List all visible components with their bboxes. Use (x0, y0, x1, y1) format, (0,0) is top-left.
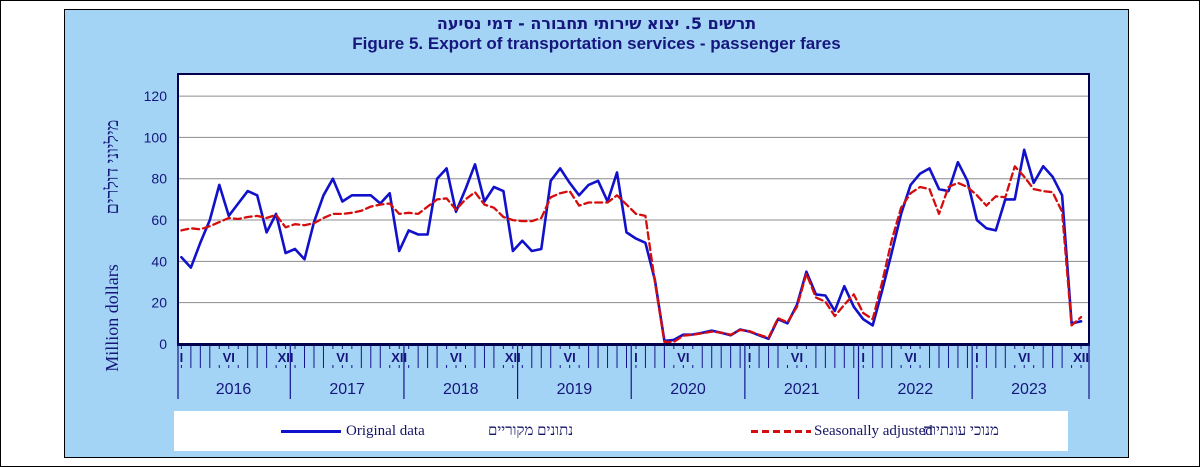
svg-text:VI: VI (450, 350, 462, 365)
svg-text:VI: VI (1018, 350, 1030, 365)
legend-label-original-he: נתונים מקוריים (488, 423, 574, 439)
svg-text:XII: XII (278, 350, 294, 365)
svg-text:I: I (861, 350, 865, 365)
year-label: 2021 (784, 381, 820, 398)
svg-text:0: 0 (159, 336, 167, 352)
svg-text:VI: VI (791, 350, 803, 365)
year-label: 2018 (443, 381, 479, 398)
legend-label-adjusted-en: Seasonally adjusted (814, 423, 933, 439)
chart-panel: תרשים 5. יצוא שירותי תחבורה - דמי נסיעה … (64, 9, 1129, 458)
svg-text:XII: XII (505, 350, 521, 365)
year-label: 2023 (1011, 381, 1047, 398)
svg-text:I: I (634, 350, 638, 365)
svg-text:VI: VI (336, 350, 348, 365)
svg-text:XII: XII (1073, 350, 1089, 365)
original-data-line (180, 148, 1083, 343)
svg-text:I: I (748, 350, 752, 365)
original-data-line-sample (281, 430, 341, 433)
chart-title-hebrew: תרשים 5. יצוא שירותי תחבורה - דמי נסיעה (436, 14, 757, 33)
svg-text:VI: VI (904, 350, 916, 365)
seasonally-adjusted-line-sample (751, 430, 811, 433)
year-label: 2022 (898, 381, 934, 398)
svg-text:I: I (180, 350, 184, 365)
svg-text:120: 120 (144, 88, 168, 104)
svg-text:20: 20 (151, 295, 167, 311)
legend: Original data נתונים מקוריים Seasonally … (174, 411, 1068, 451)
year-label: 2020 (670, 381, 706, 398)
legend-label-adjusted-he: מנוכי עונתיות (923, 423, 999, 439)
year-axis: 2016 2017 2018 2019 2020 2021 2022 2023 (177, 344, 1090, 399)
year-label: 2017 (329, 381, 365, 398)
legend-label-original-en: Original data (346, 423, 425, 439)
svg-text:XII: XII (391, 350, 407, 365)
year-label: 2019 (557, 381, 593, 398)
svg-text:100: 100 (144, 129, 168, 145)
svg-text:VI: VI (223, 350, 235, 365)
y-axis-labels: 0 20 40 60 80 100 120 (144, 88, 168, 352)
svg-text:I: I (975, 350, 979, 365)
gridlines (178, 95, 1089, 304)
plot-area (178, 74, 1089, 344)
svg-text:80: 80 (151, 171, 167, 187)
y-axis-title-hebrew: מיליוני דולרים (102, 120, 122, 215)
svg-text:40: 40 (151, 253, 167, 269)
svg-text:VI: VI (564, 350, 576, 365)
month-labels: I VI XII VI XII VI XII VI I VI I VI I VI I VI XII (174, 349, 1095, 365)
seasonally-adjusted-line (180, 165, 1083, 344)
svg-text:VI: VI (677, 350, 689, 365)
chart-title-english: Figure 5. Export of transportation servi… (352, 34, 841, 53)
y-axis-title-english: Million dollars (102, 264, 122, 372)
svg-text:60: 60 (151, 212, 167, 228)
year-label: 2016 (216, 381, 252, 398)
